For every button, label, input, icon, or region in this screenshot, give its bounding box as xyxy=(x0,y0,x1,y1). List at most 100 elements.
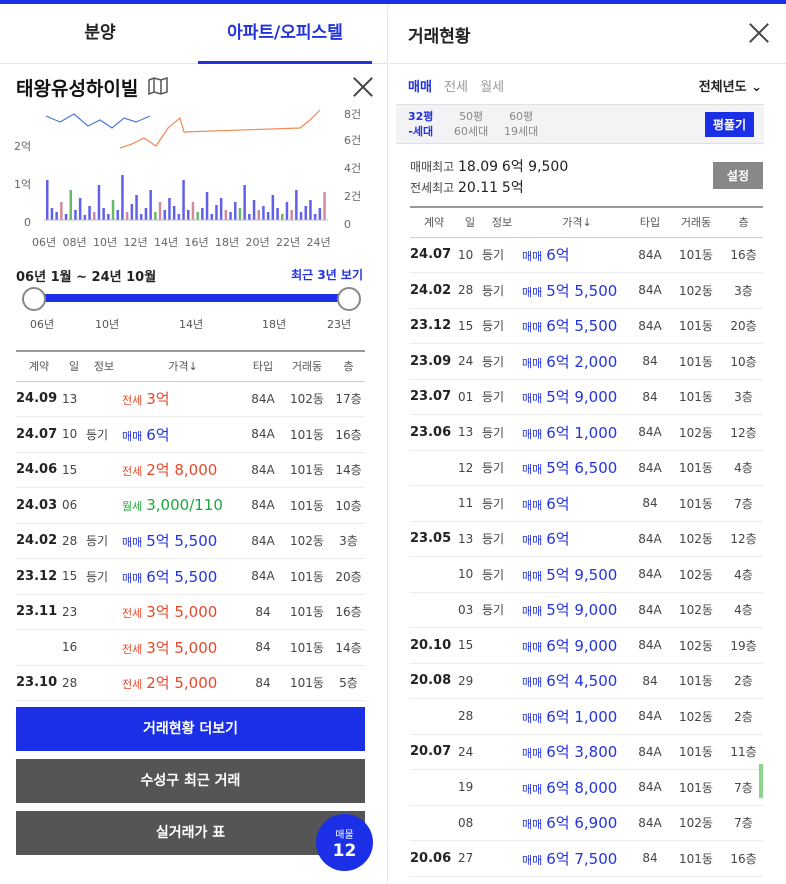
table-row[interactable]: 24.06 15 전세 2억 8,000 84A 101동 14층 xyxy=(16,452,365,488)
volume-bar xyxy=(309,200,312,220)
x-tick-label: 08년 xyxy=(63,236,87,249)
table-row[interactable]: 23.09 24 등기 매매 6억 2,000 84 101동 10층 xyxy=(410,343,763,380)
y2-tick-label: 6건 xyxy=(344,134,361,147)
unit-type: 84A xyxy=(632,698,668,735)
tab-presale[interactable]: 분양 xyxy=(84,23,116,43)
table-row[interactable]: 20.10 15 매매 6억 9,000 84A 102동 19층 xyxy=(410,627,763,664)
table-row[interactable]: 24.09 13 전세 3억 84A 102동 17층 xyxy=(16,381,365,417)
building-dong: 102동 xyxy=(668,627,724,664)
col-dong: 거래동 xyxy=(282,351,332,381)
more-transactions-button[interactable]: 거래현황 더보기 xyxy=(16,707,365,751)
col-floor: 층 xyxy=(724,207,763,237)
table-row[interactable]: 23.07 01 등기 매매 5억 9,000 84 101동 3층 xyxy=(410,379,763,415)
slider-start-handle[interactable] xyxy=(22,287,46,311)
deal-kind: 매매 xyxy=(522,285,543,299)
volume-bar xyxy=(299,212,303,220)
table-row[interactable]: 24.02 28 등기 매매 5억 5,500 84A 102동 3층 xyxy=(410,272,763,309)
price-cell: 매매 6억 2,000 xyxy=(522,343,632,380)
recent-3y-link[interactable]: 최근 3년 보기 xyxy=(291,268,363,282)
listings-badge[interactable]: 매물 12 xyxy=(316,814,373,871)
table-row[interactable]: 24.03 06 월세 3,000/110 84A 101동 10층 xyxy=(16,487,365,524)
floor: 16층 xyxy=(332,416,365,453)
settings-button[interactable]: 설정 xyxy=(712,162,763,189)
building-dong: 102동 xyxy=(668,521,724,557)
table-row[interactable]: 11 등기 매매 6억 84 101동 7층 xyxy=(410,485,763,522)
floor: 16층 xyxy=(332,594,365,630)
x-tick-label: 14년 xyxy=(154,236,178,249)
contract-day: 28 xyxy=(62,523,86,559)
table-row[interactable]: 19 매매 6억 8,000 84A 101동 7층 xyxy=(410,769,763,806)
price-table-button[interactable]: 실거래가 표 xyxy=(16,811,365,855)
pyeong-option[interactable]: 50평 60세대 xyxy=(454,109,488,139)
contract-month: 24.02 xyxy=(16,523,62,559)
registry-info: 등기 xyxy=(86,558,122,595)
period-slider-track[interactable] xyxy=(34,294,348,302)
table-row[interactable]: 20.07 24 매매 6억 3,800 84A 101동 11층 xyxy=(410,734,763,770)
table-row[interactable]: 03 등기 매매 5억 9,000 84A 102동 4층 xyxy=(410,592,763,628)
table-row[interactable]: 12 등기 매매 5억 6,500 84A 101동 4층 xyxy=(410,450,763,486)
unit-type: 84A xyxy=(632,556,668,593)
table-row[interactable]: 23.06 13 등기 매매 6억 1,000 84A 102동 12층 xyxy=(410,414,763,451)
registry-info xyxy=(482,769,522,806)
table-row[interactable]: 23.11 23 전세 3억 5,000 84 101동 16층 xyxy=(16,594,365,630)
volume-bar xyxy=(201,208,204,220)
table-row[interactable]: 24.02 28 등기 매매 5억 5,500 84A 102동 3층 xyxy=(16,523,365,559)
pyeong-option[interactable]: 32평 -세대 xyxy=(408,109,433,139)
table-row[interactable]: 16 전세 3억 5,000 84 101동 14층 xyxy=(16,629,365,666)
deal-price: 5억 5,500 xyxy=(146,532,218,551)
registry-info: 등기 xyxy=(482,237,522,273)
close-icon[interactable] xyxy=(352,76,374,98)
col-contract[interactable]: 계약 xyxy=(410,207,458,237)
tab-sale[interactable]: 매매 xyxy=(408,80,432,95)
table-row[interactable]: 20.08 29 매매 6억 4,500 84 101동 2층 xyxy=(410,663,763,699)
unit-type: 84 xyxy=(244,665,282,701)
volume-bar xyxy=(252,200,256,220)
floor: 12층 xyxy=(724,521,763,557)
table-row[interactable]: 20.06 27 매매 6억 7,500 84 101동 16층 xyxy=(410,840,763,877)
building-dong: 102동 xyxy=(668,414,724,451)
price-cell: 매매 5억 9,500 xyxy=(522,556,632,593)
col-price[interactable]: 가격↓ xyxy=(122,351,244,381)
contract-day: 12 xyxy=(458,450,482,486)
deal-price: 2억 5,000 xyxy=(146,674,218,693)
table-row[interactable]: 23.05 13 등기 매매 6억 84A 102동 12층 xyxy=(410,521,763,557)
contract-month xyxy=(16,629,62,666)
category-tabs: 분양 아파트/오피스텔 xyxy=(0,4,387,64)
tab-jeonse[interactable]: 전세 xyxy=(444,80,468,95)
volume-bar xyxy=(243,185,246,220)
table-row[interactable]: 23.10 28 전세 2억 5,000 84 101동 5층 xyxy=(16,665,365,701)
close-icon[interactable] xyxy=(748,22,770,44)
deal-kind: 전세 xyxy=(122,394,143,408)
pyeong-option[interactable]: 60평 19세대 xyxy=(504,109,538,139)
table-row[interactable]: 10 등기 매매 5억 9,500 84A 102동 4층 xyxy=(410,556,763,593)
deal-kind: 전세 xyxy=(122,607,143,621)
volume-bar xyxy=(266,212,270,220)
table-row[interactable]: 08 매매 6억 6,900 84A 102동 7층 xyxy=(410,805,763,841)
table-row[interactable]: 28 매매 6억 1,000 84A 102동 2층 xyxy=(410,698,763,735)
volume-bar xyxy=(60,202,63,220)
table-row[interactable]: 23.12 15 등기 매매 6억 5,500 84A 101동 20층 xyxy=(410,308,763,344)
price-cell: 매매 6억 1,000 xyxy=(522,414,632,451)
table-row[interactable]: 24.07 10 등기 매매 6억 84A 101동 16층 xyxy=(16,416,365,453)
col-contract[interactable]: 계약 xyxy=(16,351,62,381)
tab-wolse[interactable]: 월세 xyxy=(480,80,505,95)
pyeong-size: 50평 xyxy=(459,110,484,123)
divider xyxy=(390,63,786,64)
volume-bar xyxy=(304,206,307,220)
building-dong: 101동 xyxy=(282,416,332,453)
district-recent-button[interactable]: 수성구 최근 거래 xyxy=(16,759,365,803)
unit-type: 84A xyxy=(632,308,668,344)
table-row[interactable]: 23.12 15 등기 매매 6억 5,500 84A 101동 20층 xyxy=(16,558,365,595)
table-row[interactable]: 24.07 10 등기 매매 6억 84A 101동 16층 xyxy=(410,237,763,273)
deal-price: 6억 xyxy=(546,530,570,549)
contract-day: 16 xyxy=(62,629,86,666)
tab-apartment-officetel[interactable]: 아파트/오피스텔 xyxy=(198,4,372,64)
deal-kind: 매매 xyxy=(122,536,143,550)
col-price[interactable]: 가격↓ xyxy=(522,207,632,237)
slider-end-handle[interactable] xyxy=(337,287,361,311)
deal-price: 3억 5,000 xyxy=(146,603,218,622)
unit-type: 84A xyxy=(244,558,282,595)
pyeong-expand-button[interactable]: 평풀기 xyxy=(704,112,754,137)
map-icon[interactable] xyxy=(148,77,168,95)
year-select[interactable]: 전체년도 ⌄ xyxy=(699,76,762,95)
